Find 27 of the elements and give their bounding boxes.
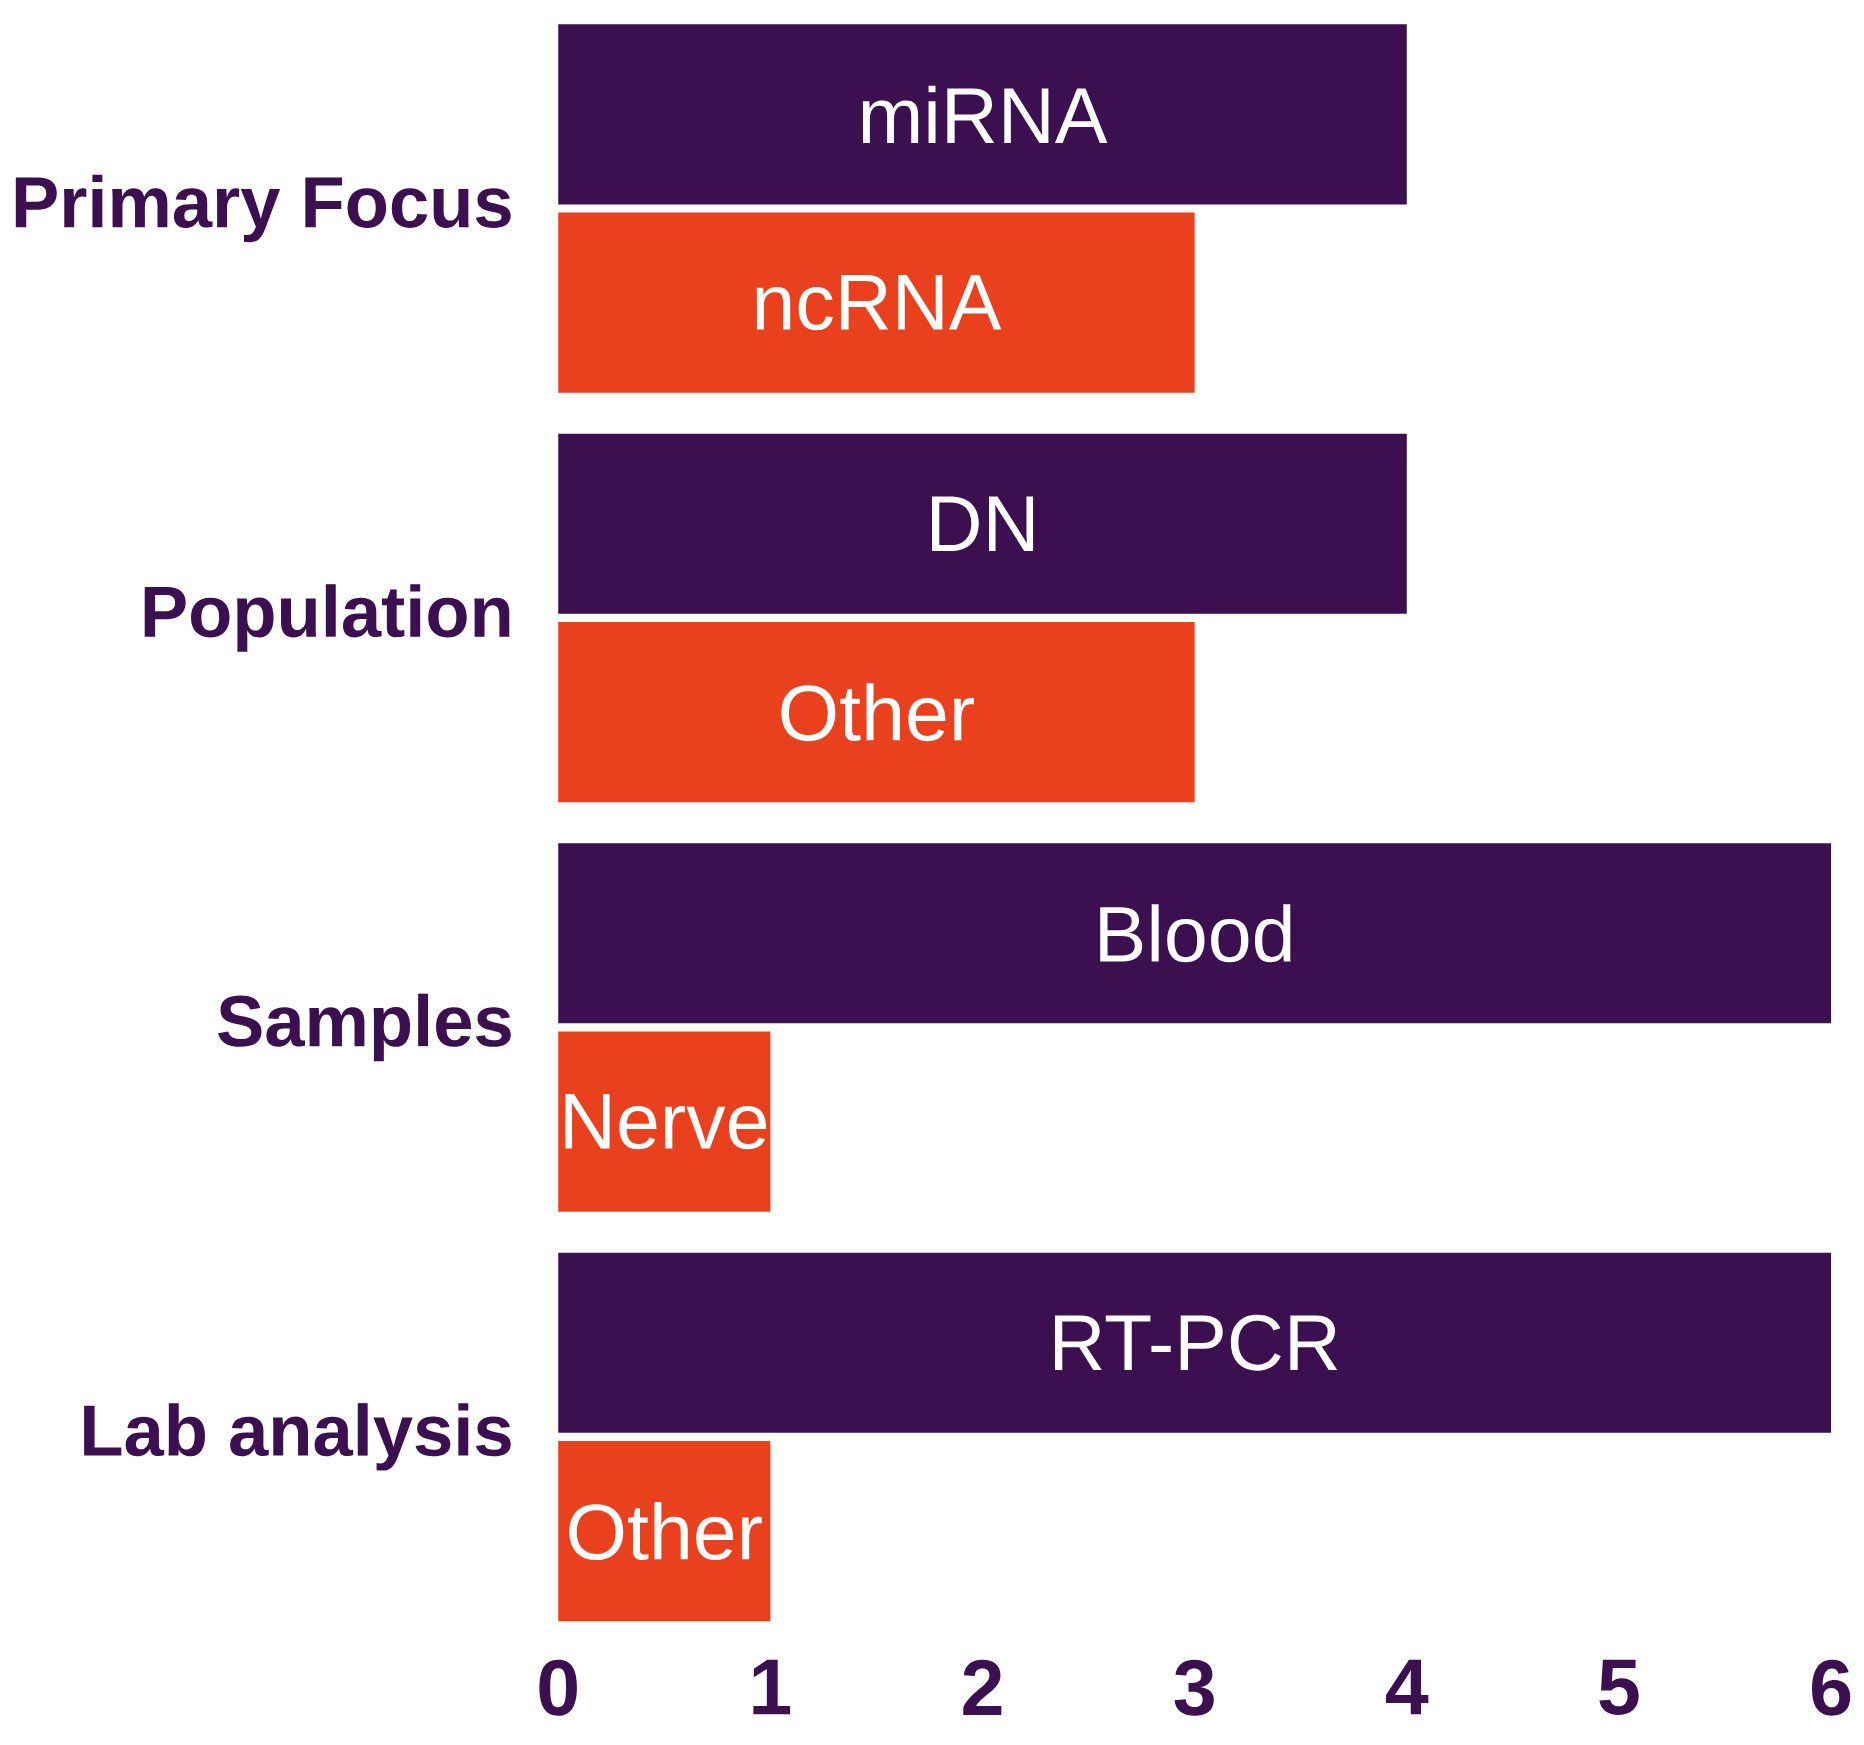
bar (558, 1441, 771, 1622)
x-tick-label: 6 (1812, 1660, 1851, 1716)
data-label: Other (569, 1502, 762, 1561)
data-label: DN (932, 496, 1034, 552)
data-label: ncRNA (756, 275, 1002, 331)
x-tick-label: 2 (963, 1660, 1002, 1716)
bar (558, 843, 1832, 1024)
y-tick-label: Population (144, 584, 510, 652)
bar (558, 622, 1195, 803)
y-tick-label: Samples (218, 993, 511, 1062)
x-tick-label: 5 (1599, 1660, 1639, 1716)
bar (558, 24, 1407, 205)
bar (558, 212, 1195, 393)
x-tick-label: 4 (1386, 1660, 1429, 1715)
x-tick-label: 3 (1174, 1660, 1214, 1717)
data-label: Blood (1100, 904, 1291, 963)
bar (558, 1031, 771, 1212)
y-tick-label: Primary Focus (15, 174, 511, 243)
data-label: RT-PCR (1054, 1315, 1338, 1371)
data-label: Other (781, 683, 974, 742)
data-label: miRNA (862, 85, 1108, 144)
x-tick-label: 0 (539, 1660, 577, 1716)
bar (558, 1252, 1832, 1434)
y-tick-label: Lab analysis (84, 1403, 511, 1471)
x-tick-label: 1 (753, 1660, 791, 1715)
data-label: Nerve (565, 1094, 767, 1150)
bar (558, 433, 1407, 615)
